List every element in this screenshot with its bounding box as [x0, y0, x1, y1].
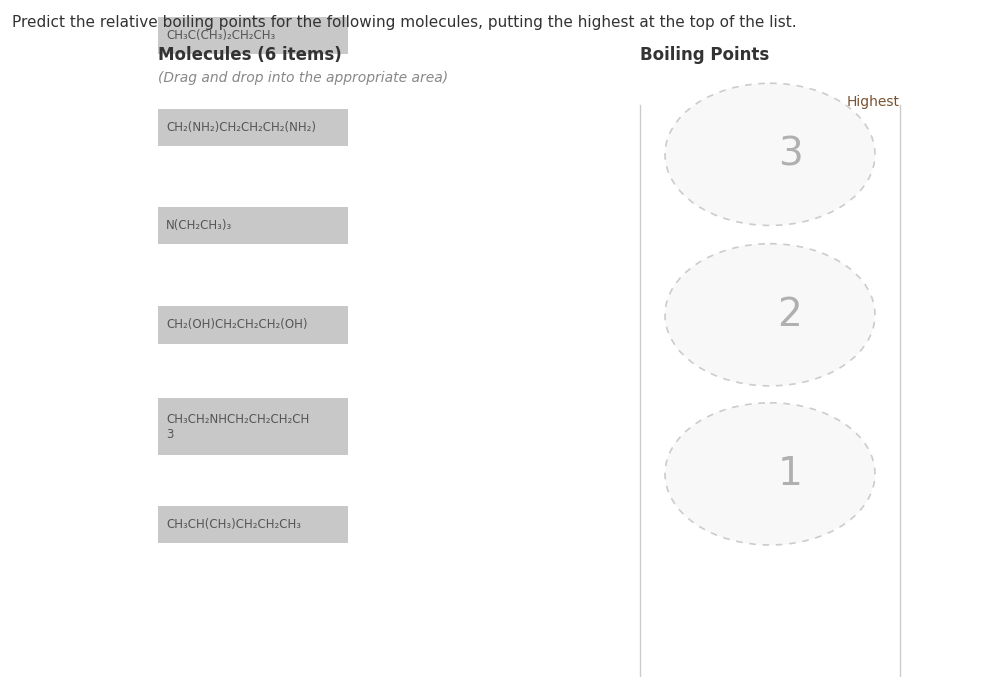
Text: N(CH₂CH₃)₃: N(CH₂CH₃)₃	[166, 219, 232, 232]
Text: 2: 2	[778, 296, 802, 334]
Bar	[158, 306, 348, 343]
Ellipse shape	[665, 403, 875, 545]
Text: 1: 1	[778, 455, 802, 493]
Bar	[158, 506, 348, 543]
Text: CH₃CH₂NHCH₂CH₂CH₂CH
3: CH₃CH₂NHCH₂CH₂CH₂CH 3	[166, 412, 309, 441]
Text: (Drag and drop into the appropriate area): (Drag and drop into the appropriate area…	[158, 71, 448, 85]
Text: Boiling Points: Boiling Points	[640, 46, 769, 64]
Ellipse shape	[665, 83, 875, 225]
Bar	[640, 579, 900, 677]
Text: Molecules (6 items): Molecules (6 items)	[158, 46, 342, 64]
Ellipse shape	[665, 244, 875, 386]
Text: CH₂(OH)CH₂CH₂CH₂(OH): CH₂(OH)CH₂CH₂CH₂(OH)	[166, 318, 308, 332]
Text: 3: 3	[778, 135, 802, 173]
Text: Predict the relative boiling points for the following molecules, putting the hig: Predict the relative boiling points for …	[12, 15, 797, 30]
Text: Highest: Highest	[847, 95, 900, 109]
Bar	[158, 16, 348, 54]
Bar	[158, 206, 348, 244]
Bar	[158, 108, 348, 146]
Text: CH₂(NH₂)CH₂CH₂CH₂(NH₂): CH₂(NH₂)CH₂CH₂CH₂(NH₂)	[166, 121, 316, 134]
Bar	[158, 397, 348, 456]
Text: CH₃C(CH₃)₂CH₂CH₃: CH₃C(CH₃)₂CH₂CH₃	[166, 28, 275, 42]
Text: CH₃CH(CH₃)CH₂CH₂CH₃: CH₃CH(CH₃)CH₂CH₂CH₃	[166, 518, 301, 531]
